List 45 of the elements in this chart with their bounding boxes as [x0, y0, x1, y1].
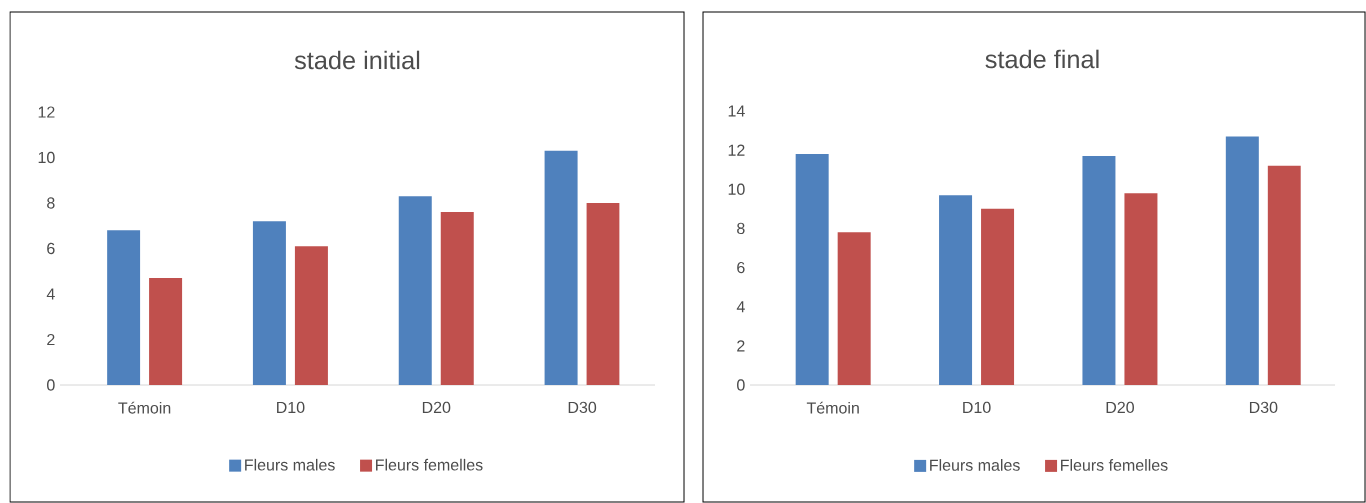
y-tick-label: 10: [728, 183, 745, 195]
bar: [107, 230, 141, 385]
bar: [544, 150, 578, 385]
y-tick-label: 12: [38, 106, 55, 118]
bar: [1082, 156, 1116, 385]
bar: [149, 278, 183, 385]
bar: [252, 221, 286, 385]
legend-label: Fleurs femelles: [1061, 459, 1168, 471]
bar: [398, 196, 432, 385]
x-tick-label: Témoin: [806, 401, 859, 414]
y-tick-label: 12: [728, 144, 745, 156]
y-tick-label: 14: [728, 105, 745, 117]
legend-label: Fleurs males: [245, 458, 335, 471]
x-tick-label: D10: [963, 401, 991, 414]
x-tick-label: D30: [568, 401, 597, 414]
y-tick-label: 0: [737, 379, 745, 391]
x-tick-label: D10: [277, 401, 305, 414]
legend-label: Fleurs femelles: [376, 458, 483, 471]
bar: [1267, 165, 1301, 385]
bar: [837, 232, 871, 385]
x-tick-label: D20: [1106, 401, 1134, 414]
y-tick-label: 8: [737, 222, 745, 235]
y-tick-label: 0: [47, 379, 55, 391]
y-tick-label: 8: [47, 197, 55, 209]
y-tick-label: 6: [47, 242, 55, 255]
x-tick-label: D30: [1249, 401, 1278, 414]
bar: [294, 246, 328, 385]
bar: [939, 195, 973, 385]
bar: [586, 203, 620, 385]
chart-title: stade final: [985, 49, 1099, 69]
x-tick-label: Témoin: [118, 401, 171, 414]
y-tick-label: 10: [38, 151, 55, 164]
y-tick-label: 2: [47, 333, 55, 346]
bar: [1124, 193, 1158, 385]
bar: [981, 208, 1015, 385]
y-tick-label: 6: [737, 261, 745, 274]
y-tick-label: 2: [737, 340, 745, 352]
bar: [440, 212, 474, 385]
legend-label: Fleurs males: [930, 459, 1020, 471]
y-tick-label: 4: [46, 288, 55, 300]
y-tick-label: 4: [736, 301, 745, 313]
bar: [795, 154, 829, 385]
chart-title: stade initial: [294, 50, 420, 70]
x-tick-label: D20: [422, 401, 451, 414]
bar: [1225, 136, 1259, 385]
